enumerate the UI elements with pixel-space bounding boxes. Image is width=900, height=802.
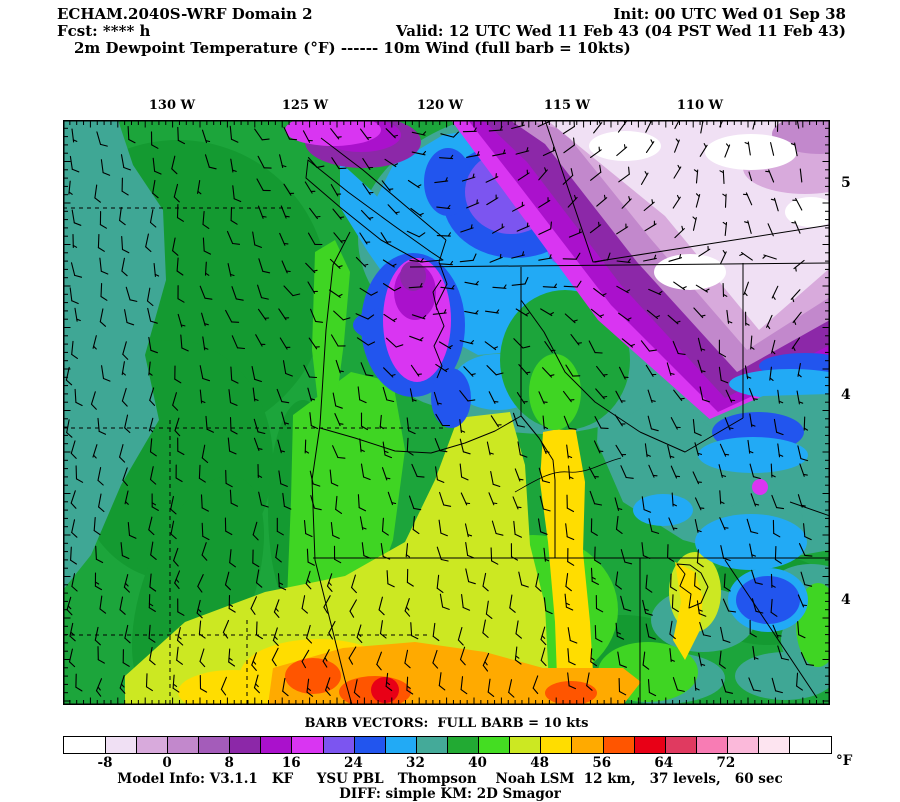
barb-vector-note: BARB VECTORS: FULL BARB = 10 kts (63, 716, 830, 731)
colorbar-cell (666, 737, 697, 753)
colorbar-tick-label: 8 (224, 755, 233, 771)
colorbar-cell (790, 737, 831, 753)
latitude-label: 5 (841, 175, 851, 191)
colorbar-cell (230, 737, 261, 753)
field-description: 2m Dewpoint Temperature (°F) ------ 10m … (74, 39, 631, 57)
longitude-label: 110 W (677, 98, 723, 113)
colorbar-cell (199, 737, 230, 753)
latitude-label: 4 (841, 592, 851, 608)
dewpoint-colorbar (63, 736, 832, 754)
colorbar-cell (417, 737, 448, 753)
colorbar-cell (604, 737, 635, 753)
colorbar-tick-label: 16 (282, 755, 301, 771)
colorbar-cell (64, 737, 106, 753)
colorbar-cell (728, 737, 759, 753)
model-title: ECHAM.2040S-WRF Domain 2 (57, 5, 313, 23)
longitude-label: 115 W (544, 98, 590, 113)
colorbar-cell (292, 737, 323, 753)
colorbar-cell (355, 737, 386, 753)
colorbar-cell (137, 737, 168, 753)
colorbar-tick-label: 32 (406, 755, 425, 771)
colorbar-cell (448, 737, 479, 753)
colorbar-tick-label: 40 (468, 755, 487, 771)
colorbar-cell (541, 737, 572, 753)
colorbar-cell (635, 737, 666, 753)
colorbar-tick-label: 24 (344, 755, 363, 771)
colorbar-cell (759, 737, 790, 753)
colorbar-cell (510, 737, 541, 753)
colorbar-tick-label: 72 (717, 755, 736, 771)
colorbar-tick-label: 64 (654, 755, 673, 771)
colorbar-tick-label: 56 (592, 755, 611, 771)
colorbar-cell (386, 737, 417, 753)
colorbar-tick-label: 48 (530, 755, 549, 771)
colorbar-cell (572, 737, 603, 753)
colorbar-cell (479, 737, 510, 753)
colorbar-tick-label: 0 (162, 755, 171, 771)
colorbar-cell (106, 737, 137, 753)
init-time: Init: 00 UTC Wed 01 Sep 38 (613, 5, 846, 23)
colorbar-cell (697, 737, 728, 753)
colorbar-cell (261, 737, 292, 753)
longitude-label: 125 W (282, 98, 328, 113)
colorbar-cell (168, 737, 199, 753)
latitude-label: 4 (841, 387, 851, 403)
map-panel (63, 120, 830, 705)
valid-time: Valid: 12 UTC Wed 11 Feb 43 (04 PST Wed … (396, 22, 846, 40)
longitude-label: 130 W (149, 98, 195, 113)
colorbar-unit: °F (836, 753, 852, 769)
longitude-label: 120 W (417, 98, 463, 113)
model-info-line: Model Info: V3.1.1 KF YSU PBL Thompson N… (0, 771, 900, 787)
colorbar-tick-label: -8 (98, 755, 113, 771)
colorbar-cell (324, 737, 355, 753)
forecast-hour: Fcst: **** h (57, 22, 150, 40)
dewpoint-map (63, 120, 830, 705)
